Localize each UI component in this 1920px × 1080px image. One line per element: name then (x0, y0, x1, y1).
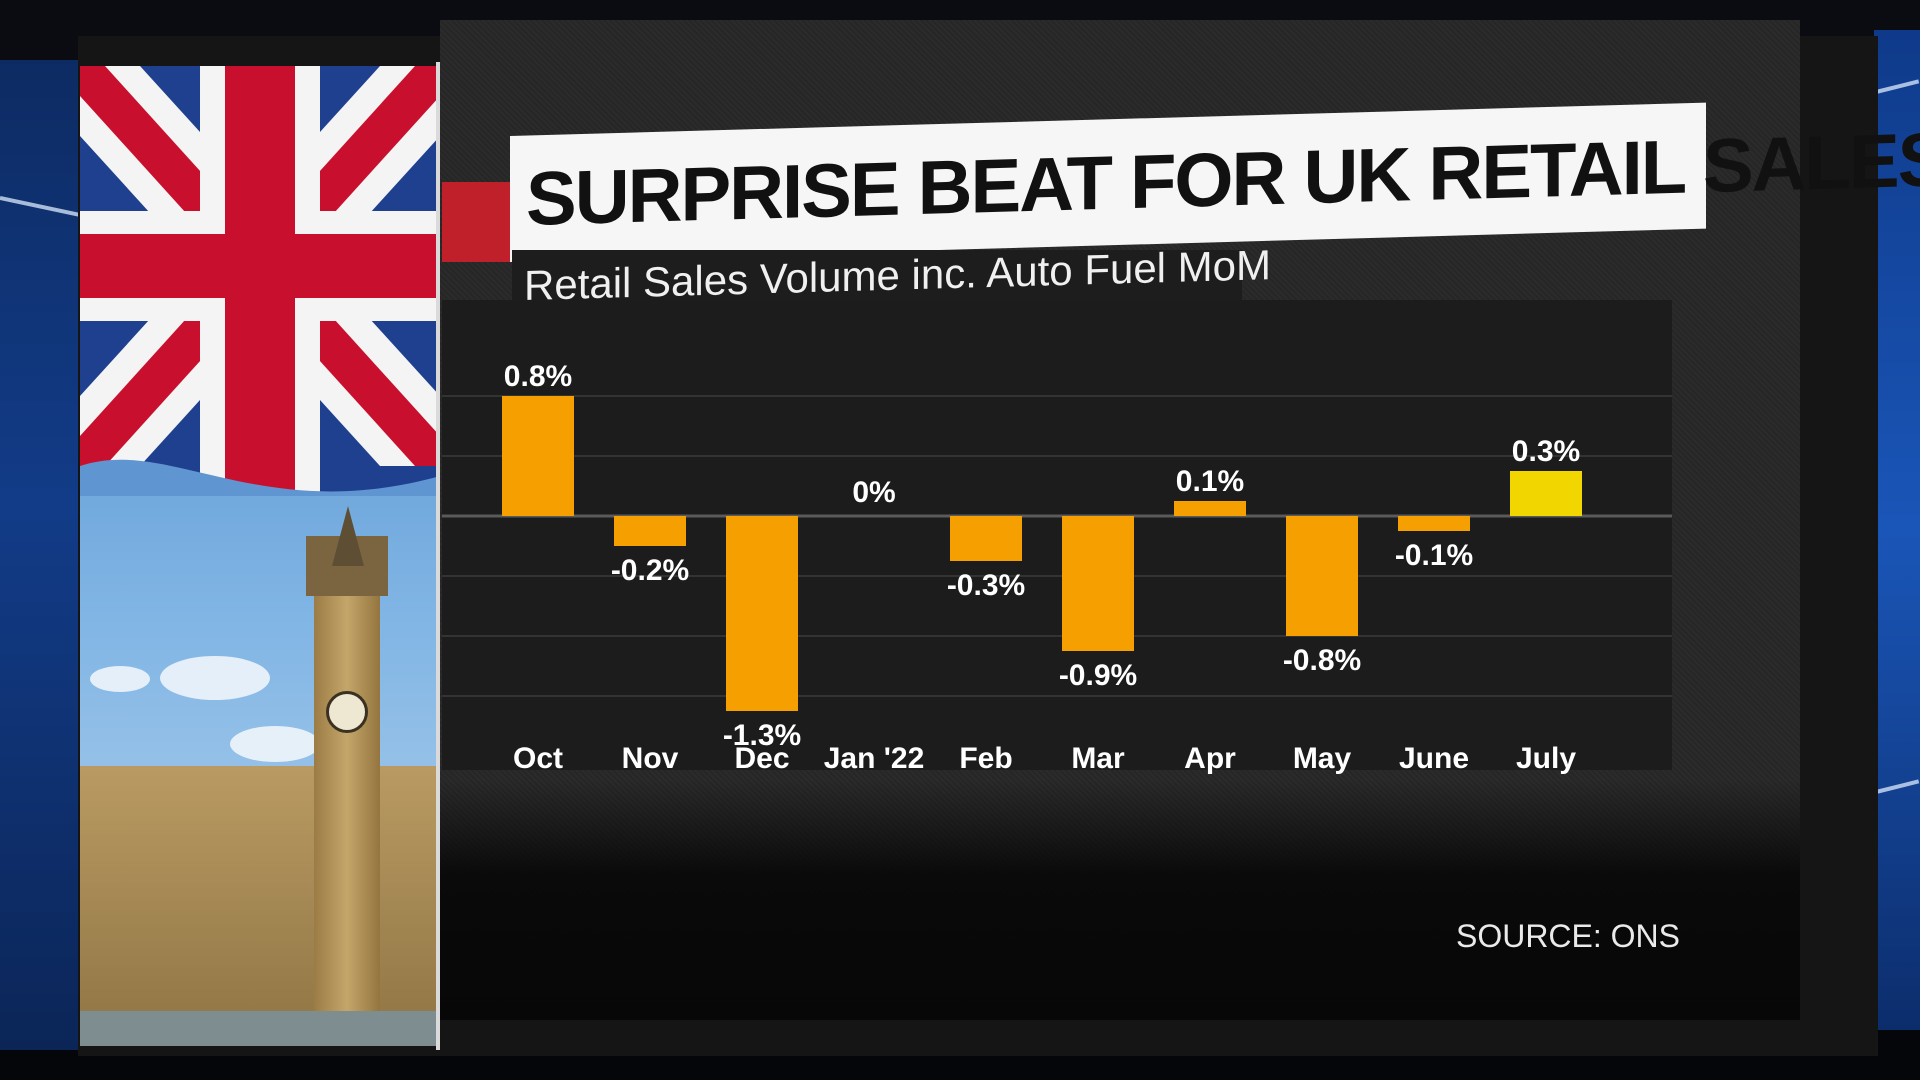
bar-nov (614, 516, 686, 546)
data-label: 0.8% (504, 360, 572, 393)
bar-apr (1174, 501, 1246, 516)
data-label: 0.3% (1512, 435, 1580, 468)
bar-may (1286, 516, 1358, 636)
data-label: -1.3% (723, 719, 801, 752)
bar-feb (950, 516, 1022, 561)
x-tick-label: Oct (513, 742, 563, 775)
retail-sales-bar-chart: 0.8% -0.2% -1.3% 0% -0.3% -0.9% 0.1% -0.8% -0.1%… (442, 300, 1672, 775)
bar-mar (1062, 516, 1134, 651)
title-accent-block (442, 182, 512, 262)
x-tick-label: June (1399, 742, 1469, 775)
data-label: 0.1% (1176, 465, 1244, 498)
cloud (230, 726, 320, 762)
cloud (90, 666, 150, 692)
x-tick-label: Jan '22 (824, 742, 925, 775)
data-label: -0.9% (1059, 659, 1137, 692)
data-label: -0.2% (611, 554, 689, 587)
elizabeth-tower (314, 586, 380, 1046)
data-label: -0.3% (947, 569, 1025, 602)
clock-face-icon (326, 691, 368, 733)
tower-spire (332, 506, 364, 566)
bar-dec (726, 516, 798, 711)
river-thames (80, 1011, 440, 1046)
data-label: 0% (852, 476, 895, 509)
parliament-building (80, 766, 440, 1046)
graphic-panel-shadow (440, 780, 1800, 1020)
bar-july (1510, 471, 1582, 516)
x-tick-label: Feb (959, 742, 1012, 775)
x-tick-label: Mar (1071, 742, 1125, 775)
bar-oct (502, 396, 574, 516)
union-jack-flag (80, 66, 440, 496)
x-tick-label: July (1516, 742, 1576, 775)
x-tick-label: Apr (1184, 742, 1236, 775)
bar-june (1398, 516, 1470, 531)
data-label: -0.8% (1283, 644, 1361, 677)
studio-wall-left (0, 60, 84, 1050)
x-tick-label: Nov (622, 742, 679, 775)
source-note: SOURCE: ONS (1455, 918, 1680, 954)
cloud (160, 656, 270, 700)
westminster-photo (80, 66, 440, 1046)
studio-wall-right (1874, 30, 1920, 1030)
x-tick-label: Dec (734, 742, 789, 775)
x-tick-label: May (1293, 742, 1352, 775)
photo-divider (436, 62, 440, 1050)
data-label: -0.1% (1395, 539, 1473, 572)
